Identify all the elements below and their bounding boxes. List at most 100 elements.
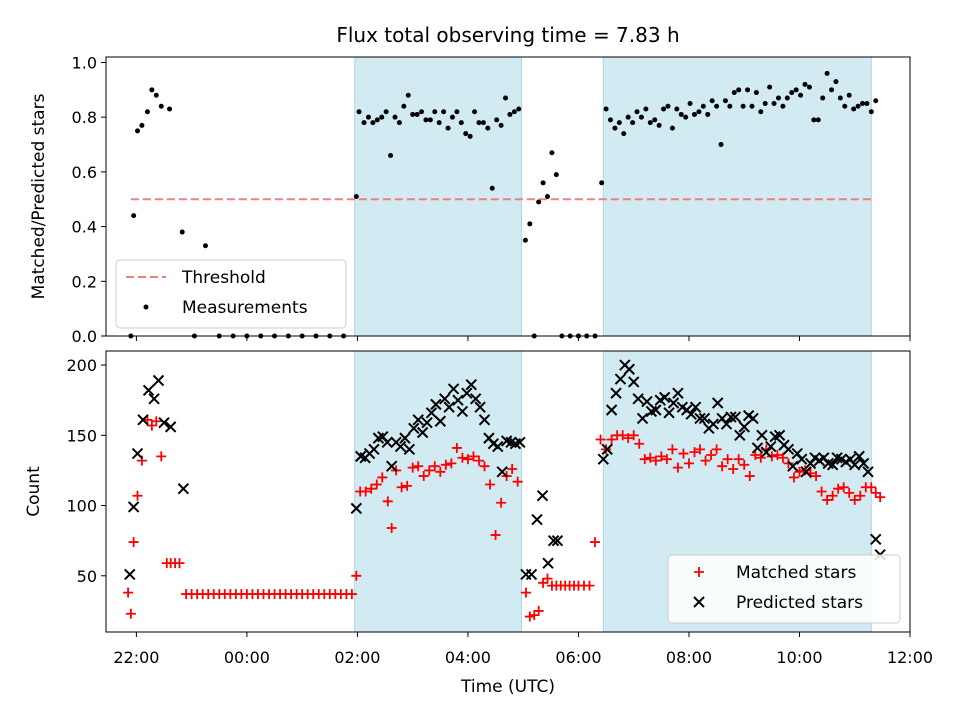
y-tick-label: 0.4: [72, 218, 97, 237]
predicted-star-point: [421, 416, 433, 429]
shaded-interval: [602, 56, 872, 337]
measurement-point: [494, 117, 500, 123]
matched-star-point: [628, 430, 639, 441]
predicted-star-point: [394, 440, 407, 453]
matched-star-point: [744, 471, 755, 482]
measurement-point: [608, 117, 614, 123]
predicted-star-point: [610, 387, 622, 399]
measurement-point: [427, 117, 433, 123]
matched-star-point: [132, 490, 143, 501]
predicted-star-point: [636, 412, 649, 425]
matched-star-point: [866, 482, 877, 493]
predicted-star-point: [787, 460, 799, 472]
measurement-point: [691, 111, 697, 117]
matched-star-point: [413, 461, 424, 472]
x-axis-label: Time (UTC): [460, 677, 555, 697]
measurement-point: [731, 90, 737, 96]
measurement-point: [485, 125, 491, 131]
matched-star-point: [366, 483, 377, 494]
predicted-star-point: [547, 534, 560, 547]
measurement-point: [388, 152, 394, 158]
predicted-star-point: [614, 373, 627, 385]
predicted-star-point: [461, 387, 473, 399]
matched-star-point: [595, 434, 606, 445]
measurement-point: [503, 95, 509, 101]
predicted-star-point: [773, 429, 786, 442]
matched-star-point: [650, 455, 661, 466]
measurement-point: [722, 98, 728, 104]
predicted-star-point: [658, 391, 671, 404]
measurement-point: [356, 109, 362, 115]
predicted-star-point: [131, 447, 144, 460]
measurement-point: [714, 103, 720, 109]
measurement-point: [846, 92, 852, 98]
matched-star-point: [849, 494, 860, 505]
measurement-point: [599, 180, 605, 186]
predicted-star-point: [795, 453, 808, 465]
shaded-interval: [354, 350, 523, 633]
measurement-point: [829, 87, 835, 93]
matched-star-point: [783, 458, 794, 469]
predicted-star-point: [747, 412, 759, 425]
matched-star-point: [418, 471, 429, 482]
matched-star-point: [772, 449, 783, 460]
predicted-star-point: [720, 418, 733, 430]
matched-star-point: [371, 479, 382, 490]
legend-measurements-swatch: [143, 304, 149, 310]
measurement-point: [410, 111, 416, 117]
measurement-point: [793, 87, 799, 93]
predicted-star-point: [729, 411, 742, 423]
x-tick-label: 04:00: [445, 648, 491, 667]
measurement-point: [449, 114, 455, 120]
measurement-point: [718, 142, 724, 148]
measurement-point: [638, 114, 644, 120]
measurement-point: [361, 120, 367, 126]
predicted-star-point: [650, 404, 662, 416]
matched-star-point: [672, 462, 683, 473]
axes-frame: [105, 56, 911, 337]
measurement-point: [758, 109, 764, 115]
legend-predicted-label: Predicted stars: [736, 593, 863, 613]
measurement-point: [179, 229, 185, 235]
y-tick-label: 0.0: [72, 327, 97, 346]
measurement-point: [507, 111, 513, 117]
measurement-point: [669, 125, 675, 131]
matched-star-point: [822, 494, 833, 505]
predicted-star-point: [685, 408, 697, 420]
measurement-point: [661, 106, 667, 112]
predicted-star-point: [536, 490, 549, 502]
predicted-star-point: [447, 383, 460, 395]
measurement-point: [134, 128, 140, 134]
matched-star-point: [700, 455, 711, 466]
matched-star-point: [524, 611, 535, 622]
measurement-point: [798, 92, 804, 98]
predicted-star-point: [542, 557, 554, 569]
matched-star-point: [485, 479, 496, 490]
legend-threshold-label: Threshold: [181, 268, 266, 288]
matched-star-point: [446, 458, 457, 469]
matched-star-point: [689, 447, 700, 458]
predicted-star-point: [148, 393, 160, 405]
predicted-star-point: [782, 443, 795, 456]
measurement-point: [727, 103, 733, 109]
predicted-star-point: [465, 379, 477, 391]
matched-star-point: [875, 492, 886, 503]
matched-star-point: [490, 530, 501, 541]
matched-star-point: [733, 454, 744, 465]
predicted-star-point: [531, 513, 543, 526]
measurement-point: [873, 98, 879, 104]
predicted-star-point: [632, 393, 644, 405]
matched-star-point: [711, 444, 722, 455]
matched-star-point: [542, 573, 553, 584]
measurement-point: [771, 101, 777, 106]
matched-star-point: [429, 461, 440, 472]
measurement-point: [656, 122, 662, 128]
predicted-star-point: [605, 404, 618, 416]
matched-star-point: [496, 497, 507, 508]
matched-star-point: [728, 464, 739, 475]
predicted-star-point: [738, 421, 750, 433]
measurement-point: [775, 95, 781, 101]
predicted-star-point: [663, 407, 675, 419]
predicted-star-point: [641, 395, 653, 408]
predicted-star-point: [142, 384, 155, 397]
